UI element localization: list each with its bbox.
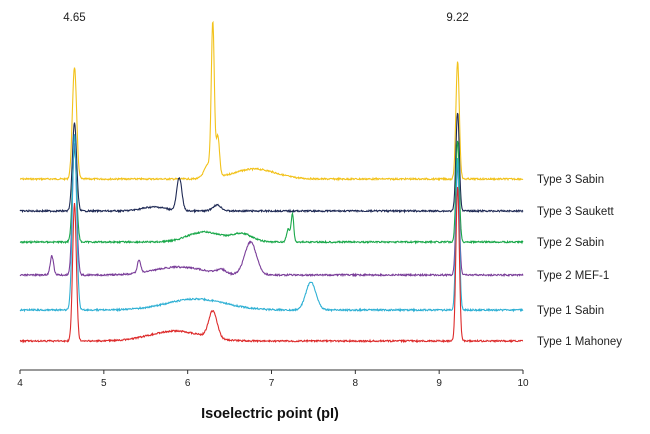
trace-label-layer: Type 3 Sabin Type 3 Saukett Type 2 Sabin Ty… — [537, 174, 622, 348]
trace-type-3-sabin — [19, 20, 524, 182]
trace-label: Type 1 Sabin — [537, 305, 604, 317]
x-axis-ticks: 4 5 6 7 8 9 10 — [17, 370, 529, 389]
peak-annotation: 4.65 — [63, 12, 85, 24]
trace-label: Type 3 Saukett — [537, 206, 615, 218]
x-tick-label: 8 — [353, 378, 359, 389]
x-tick-label: 10 — [517, 378, 529, 389]
trace-type-2-sabin — [19, 140, 524, 245]
peak-annotations: 4.65 9.22 — [63, 12, 469, 24]
trace-type-2-mef-1 — [19, 143, 524, 278]
trace-label: Type 2 Sabin — [537, 237, 604, 249]
x-tick-label: 9 — [436, 378, 442, 389]
x-tick-label: 7 — [269, 378, 275, 389]
trace-type-3-saukett — [19, 112, 524, 214]
x-tick-label: 6 — [185, 378, 191, 389]
trace-label: Type 2 MEF-1 — [537, 270, 609, 282]
peak-annotation: 9.22 — [446, 12, 468, 24]
trace-label: Type 1 Mahoney — [537, 336, 622, 348]
x-tick-label: 5 — [101, 378, 107, 389]
trace-type-1-sabin — [19, 134, 524, 313]
x-axis-title: Isoelectric point (pI) — [201, 406, 339, 422]
x-tick-label: 4 — [17, 378, 23, 389]
trace-type-1-mahoney — [19, 186, 524, 344]
trace-layer — [19, 20, 524, 344]
trace-label: Type 3 Sabin — [537, 174, 604, 186]
